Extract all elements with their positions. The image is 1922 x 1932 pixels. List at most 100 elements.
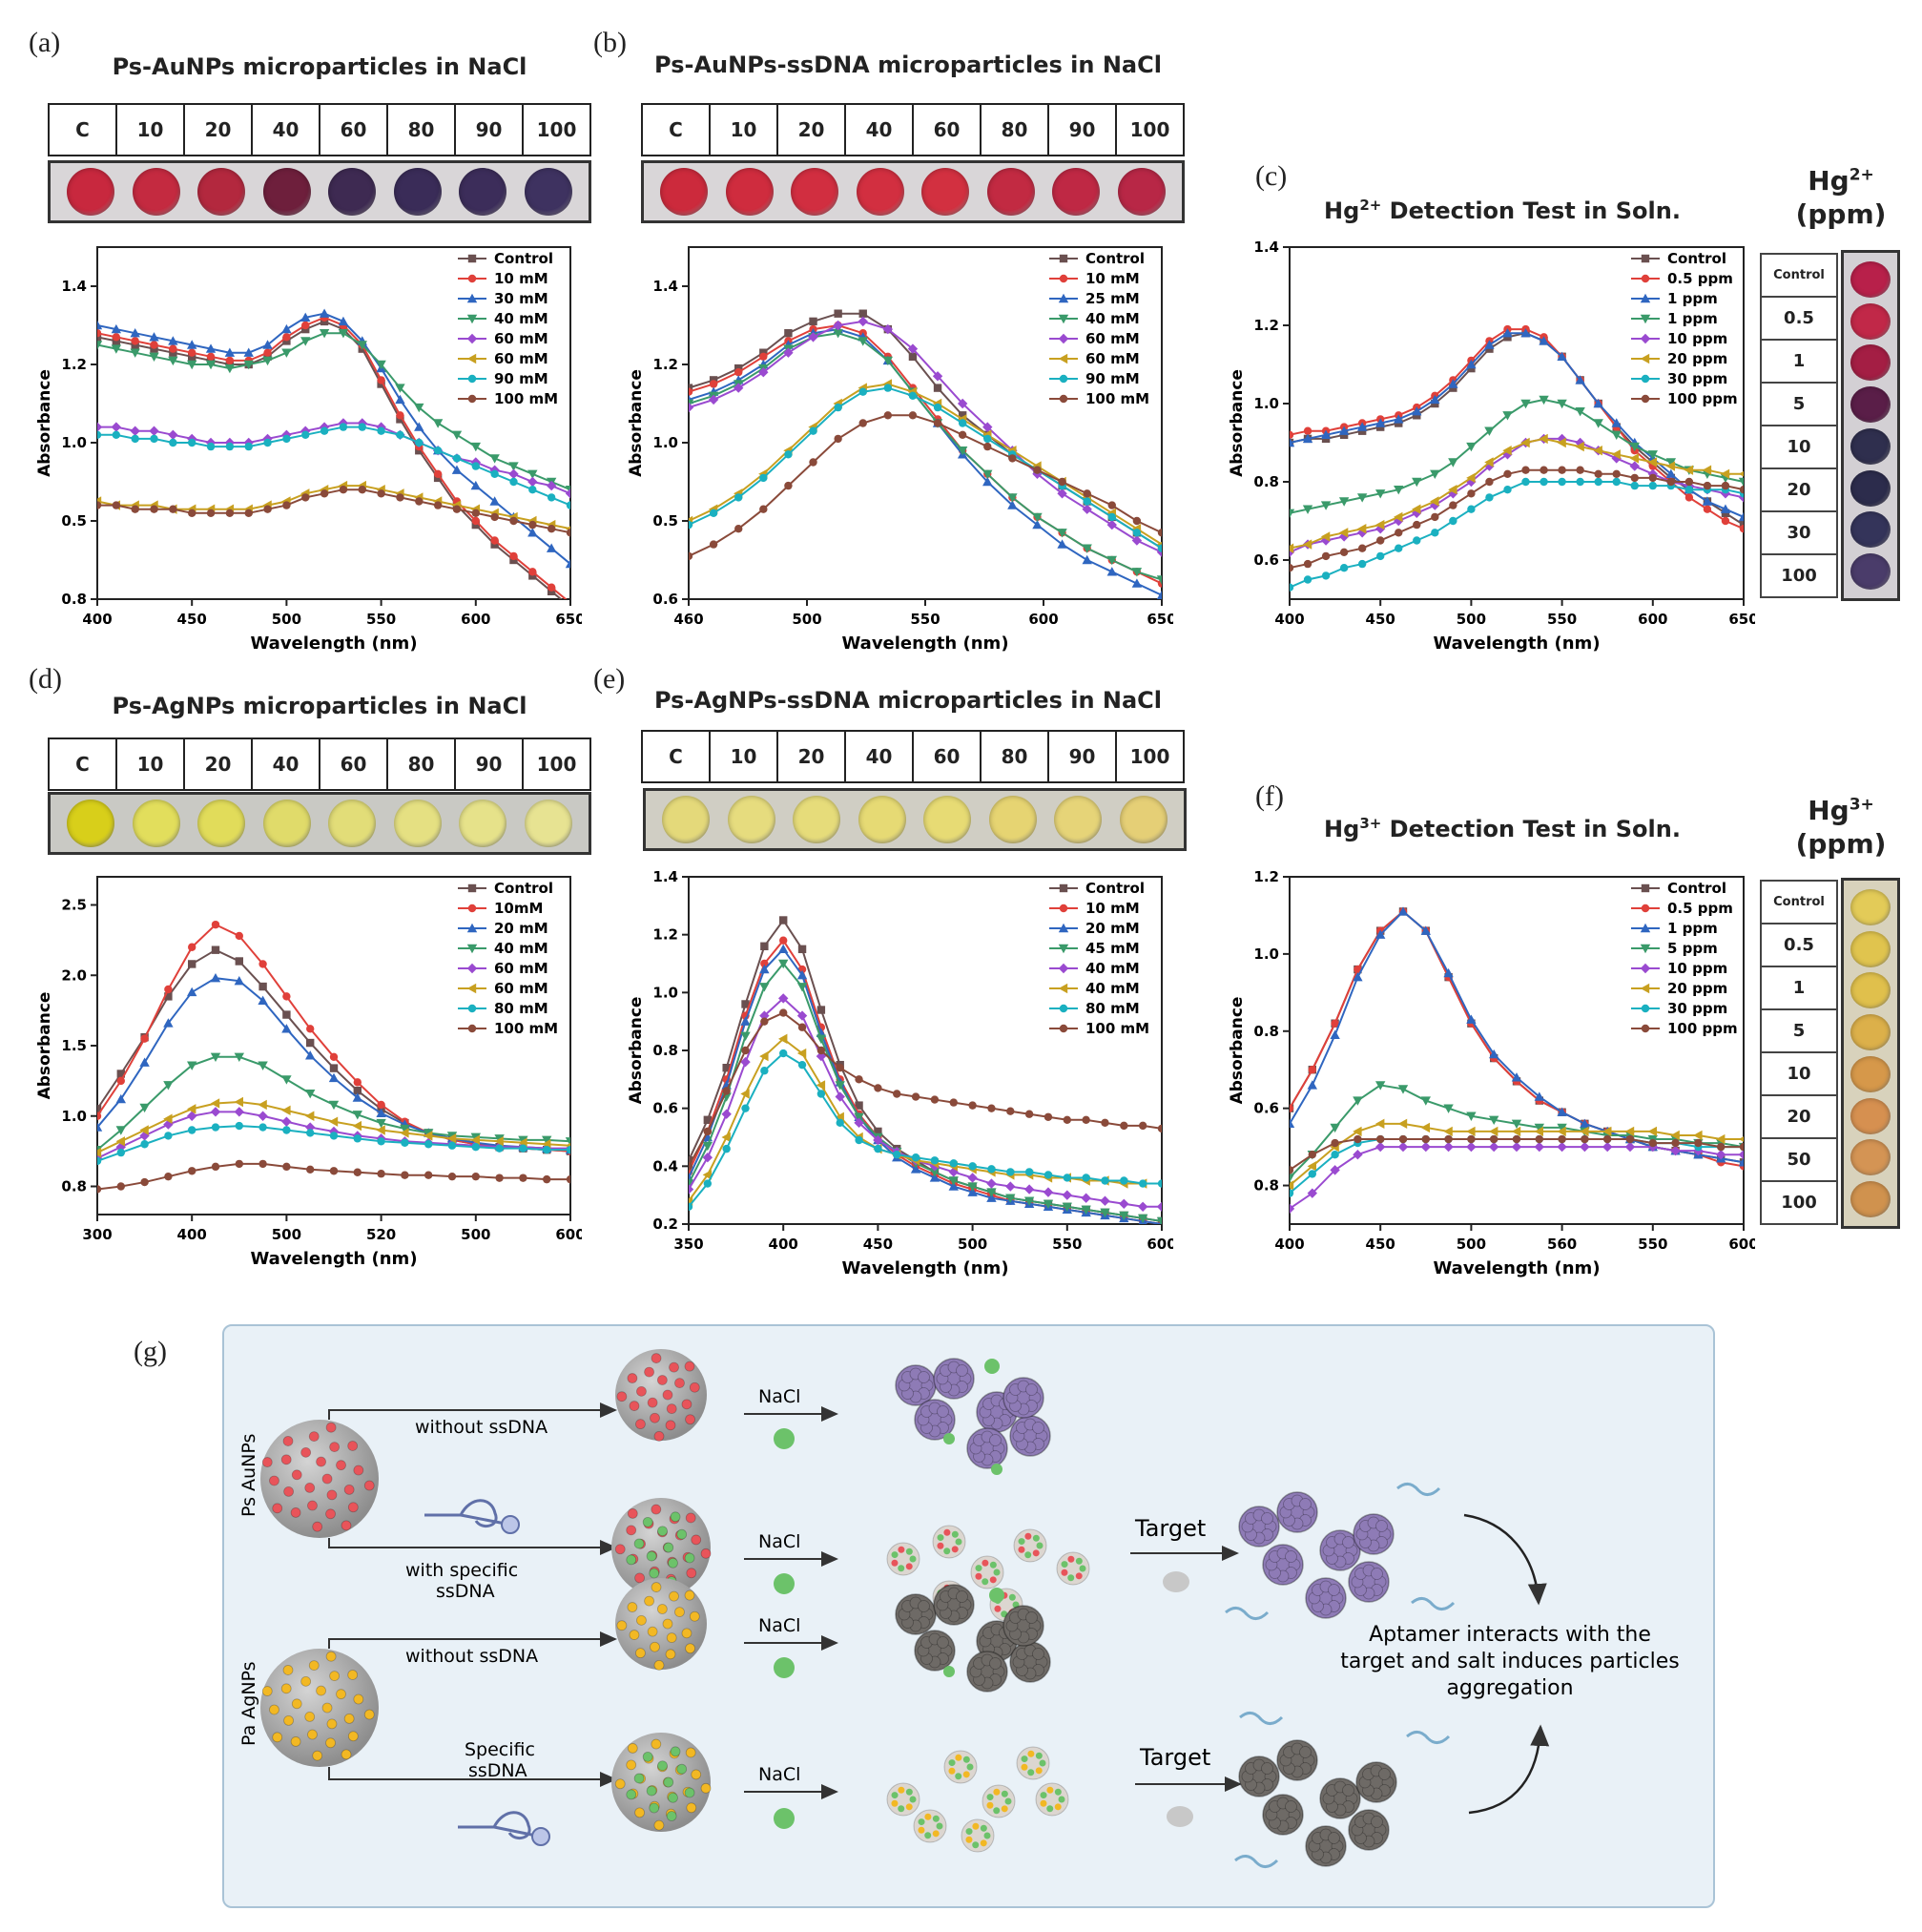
legend-marker (467, 274, 477, 283)
data-point (1290, 583, 1294, 592)
data-point (1575, 375, 1585, 384)
data-point (305, 1089, 316, 1099)
data-point (1338, 497, 1350, 507)
data-point (424, 1131, 433, 1141)
chart-e: 350 400 450 500 550 600 0.2 0.4 0.6 0.8 1.0 1.2 1.4 W… (627, 868, 1173, 1278)
data-point (566, 529, 570, 537)
data-point (1665, 458, 1677, 467)
well-label: 60 (320, 739, 388, 789)
data-point (883, 411, 893, 420)
surface-dot (666, 1632, 677, 1644)
data-point (1157, 544, 1162, 552)
legend-marker (1058, 353, 1068, 364)
concentration-labels-b: C 10 20 40 60 80 90 100 (641, 103, 1185, 156)
y-tick-label: 0.5 (652, 512, 678, 530)
surface-dot (905, 1803, 913, 1811)
surface-dot (627, 1743, 638, 1754)
data-point (1449, 501, 1457, 509)
data-point (1308, 1066, 1316, 1074)
surface-dot (614, 1544, 626, 1555)
x-tick-label: 500 (272, 1226, 301, 1243)
data-point (509, 551, 518, 561)
well-label: 10 (117, 739, 185, 789)
y-axis-label: Absorbance (1228, 997, 1247, 1105)
data-point (150, 434, 158, 444)
data-point (1485, 477, 1494, 487)
data-point (1720, 504, 1731, 513)
data-point (396, 493, 404, 502)
x-axis-label: Wavelength (nm) (1433, 634, 1600, 654)
surface-dot (994, 1605, 1002, 1612)
data-point (703, 1127, 713, 1136)
data-point (1101, 1118, 1109, 1128)
data-point (1467, 505, 1476, 513)
data-point (1024, 1168, 1034, 1176)
particle-bump (956, 1590, 968, 1603)
surface-dot (653, 1431, 665, 1442)
data-point (1320, 429, 1332, 439)
data-point (235, 1159, 243, 1169)
data-point (933, 403, 942, 412)
data-point (433, 469, 443, 478)
legend-marker (1640, 293, 1651, 303)
y-tick-label: 0.6 (1253, 1100, 1279, 1117)
data-point (1593, 446, 1602, 456)
x-tick-label: 500 (1457, 1236, 1486, 1253)
data-point (281, 348, 292, 358)
surface-dot (651, 1738, 662, 1750)
data-point (400, 1128, 409, 1138)
data-point (759, 964, 770, 974)
surface-dot (363, 1480, 375, 1491)
data-point (1576, 466, 1584, 474)
data-point (1290, 1118, 1295, 1129)
data-point (1156, 590, 1162, 599)
data-point (415, 438, 424, 447)
data-point (1290, 1180, 1294, 1191)
data-point (809, 458, 817, 467)
surface-dot (951, 1530, 959, 1538)
particle-bump (918, 1600, 930, 1612)
data-point (258, 1159, 267, 1169)
data-point (1420, 1141, 1431, 1153)
particle-bump (1025, 1611, 1038, 1624)
data-point (452, 505, 462, 513)
surface-dot (937, 1534, 944, 1542)
data-point (835, 1081, 845, 1091)
legend-marker (1641, 1004, 1650, 1013)
agnp-bare-particle (615, 1578, 707, 1671)
data-point (1443, 1141, 1454, 1153)
data-point (528, 568, 537, 576)
data-point (234, 1052, 244, 1062)
well-label: 20 (185, 105, 253, 155)
surface-dot (636, 1385, 647, 1397)
data-point (874, 1127, 882, 1136)
data-point (258, 1099, 267, 1111)
data-point (734, 368, 743, 377)
particle-bump (1261, 1762, 1273, 1775)
data-point (1738, 1136, 1744, 1142)
data-point (1083, 489, 1091, 498)
surface-dot (634, 1807, 645, 1818)
legend-label: Control (1085, 250, 1145, 267)
data-point (1421, 1134, 1430, 1144)
legend-marker (1059, 274, 1068, 283)
data-point (1738, 470, 1744, 477)
data-point (116, 1070, 125, 1078)
data-point (1375, 489, 1386, 499)
well-strip-d (48, 792, 591, 855)
data-point (1534, 1091, 1544, 1101)
well-label: 40 (253, 739, 320, 789)
well (1052, 168, 1101, 216)
arrow-with-ssdna-au (328, 1538, 617, 1555)
data-point (1308, 1170, 1316, 1178)
surface-dot (666, 1403, 677, 1415)
data-point (911, 1092, 920, 1101)
data-point (244, 509, 253, 517)
data-point (1738, 1150, 1744, 1160)
data-point (139, 1125, 149, 1135)
y-tick-label: 1.0 (1253, 945, 1279, 963)
data-point (471, 1172, 480, 1181)
surface-dot (948, 1767, 956, 1775)
data-point (784, 329, 793, 338)
data-point (258, 995, 268, 1005)
